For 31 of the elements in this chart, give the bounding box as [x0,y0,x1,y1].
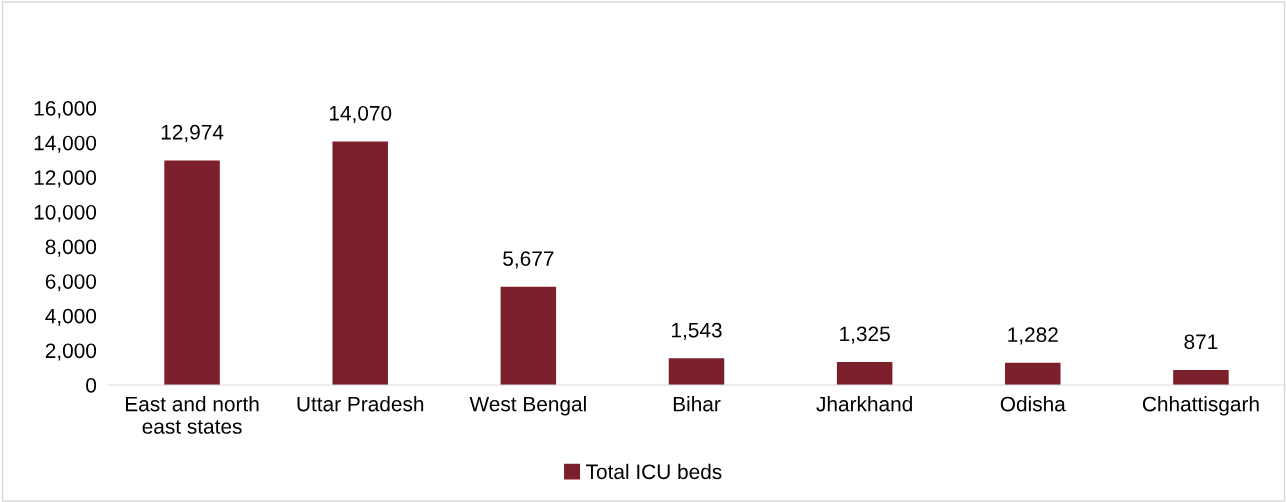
y-tick-label: 2,000 [45,343,97,361]
text: 1,543 [672,322,722,340]
bar [668,358,725,385]
bar [500,286,557,385]
x-tick-label: East and north east states [126,396,259,434]
x-tick-label: Jharkhand [816,396,912,412]
bar [1005,362,1061,385]
text: 5,677 [503,251,554,269]
y-tick-label: 0 [86,378,97,393]
x-tick-label: West Bengal [469,396,586,416]
x-tick-label: Uttar Pradesh [297,396,424,412]
y-tick-label: 6,000 [45,274,97,292]
y-tick-label: 4,000 [45,308,97,326]
y-tick-label: 16,000 [34,101,97,119]
text: 871 [1184,334,1218,350]
text: 12,974 [161,124,224,143]
x-tick-label: Bihar [673,396,721,412]
text: 14,070 [329,105,392,124]
bar [1173,369,1229,385]
bar [836,362,893,385]
bar [332,141,388,385]
y-tick-label: 12,000 [34,170,97,188]
legend-label: Total ICU beds [586,463,722,480]
y-tick-label: 8,000 [45,239,97,257]
text: 1,325 [840,326,890,344]
x-tick-label: Odisha [1000,396,1066,412]
y-tick-label: 14,000 [34,135,97,153]
bar [164,160,220,385]
text: 1,282 [1008,327,1058,345]
y-tick-label: 10,000 [34,204,97,223]
x-tick-label: Chhattisgarh [1142,396,1259,416]
